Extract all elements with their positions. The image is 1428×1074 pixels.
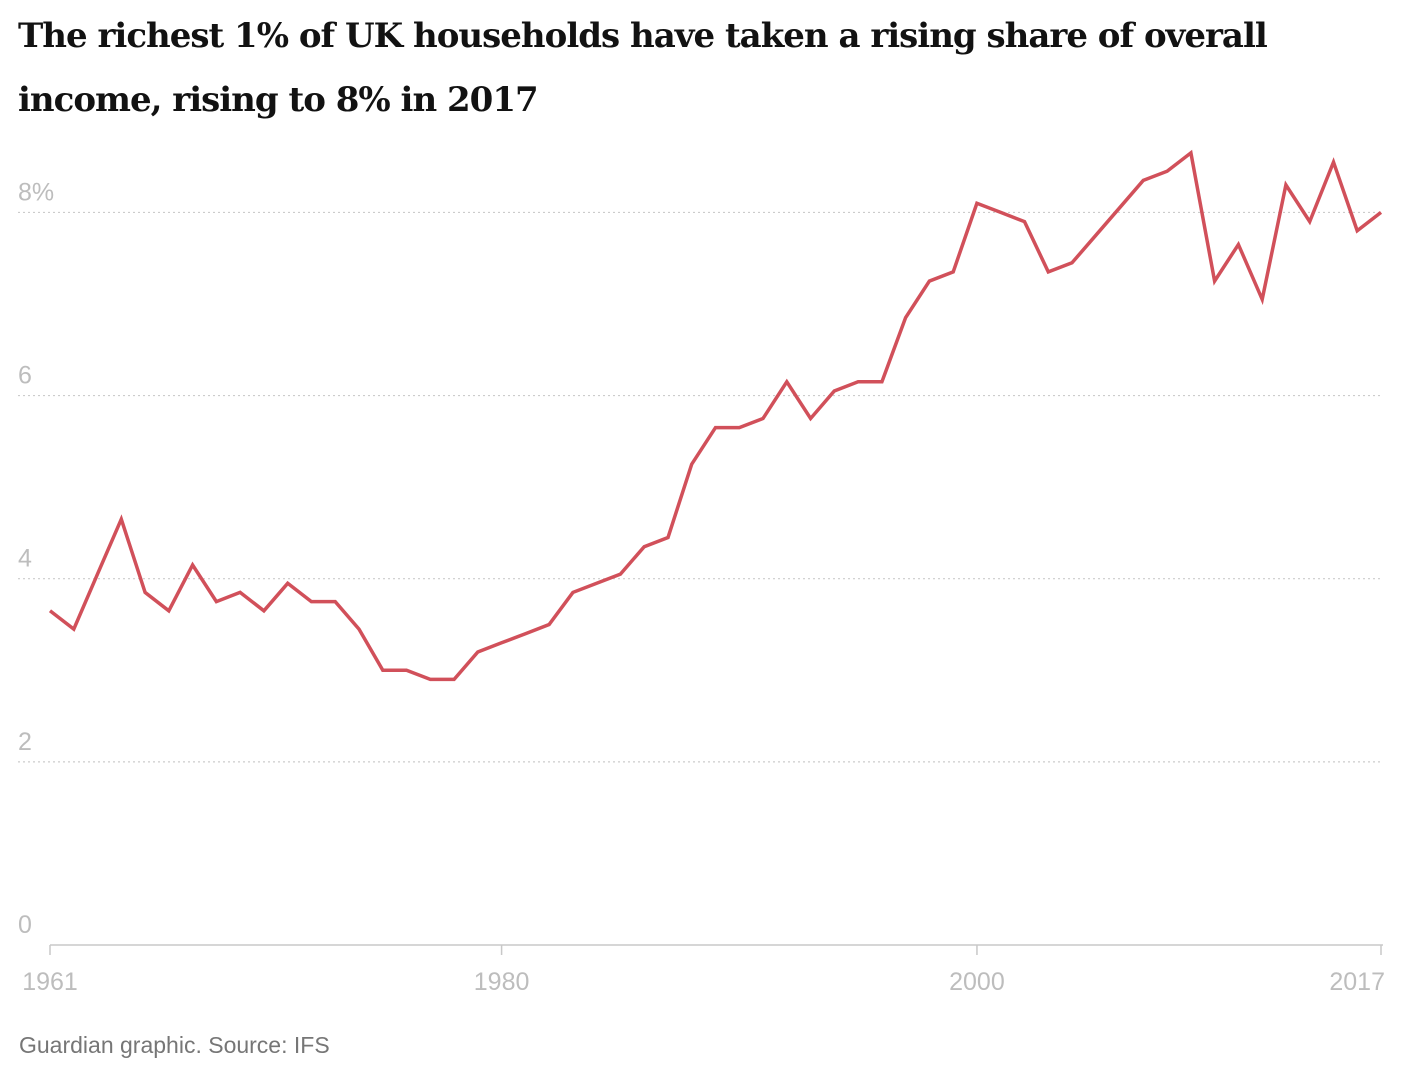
source-note: Guardian graphic. Source: IFS [19,1032,330,1058]
chart-title: The richest 1% of UK households have tak… [18,16,1268,120]
y-tick-label: 0 [18,911,32,939]
x-tick-label: 2017 [1329,968,1385,996]
y-axis-tick-labels: 0 2 4 6 8% [18,178,54,939]
series-layer [48,149,1383,682]
x-tick-label: 1961 [22,968,78,996]
y-tick-label: 8% [18,178,54,206]
y-tick-label: 6 [18,362,32,390]
x-axis [49,944,1383,955]
x-tick-label: 1980 [474,968,530,996]
x-axis-tick-labels: 1961 1980 2000 2017 [22,968,1385,996]
y-tick-label: 4 [18,545,32,573]
y-tick-label: 2 [18,728,32,756]
x-tick-label: 2000 [949,968,1005,996]
gridlines [18,211,1383,763]
line-chart: 0 2 4 6 8% 1961 1980 2000 2017 [18,149,1385,996]
series-line-0 [48,149,1383,682]
